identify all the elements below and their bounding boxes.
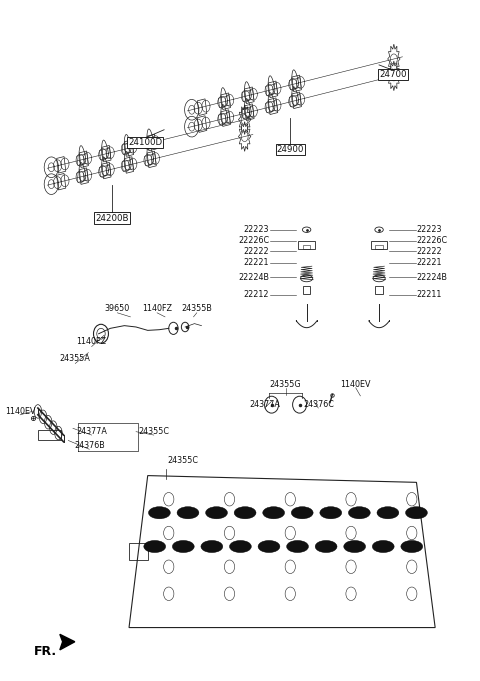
Text: 24200B: 24200B (95, 214, 129, 223)
Ellipse shape (205, 507, 228, 519)
Text: 24376B: 24376B (74, 441, 105, 450)
Text: 22226C: 22226C (417, 236, 447, 245)
Text: 24355B: 24355B (181, 304, 212, 313)
Text: 22223: 22223 (417, 225, 442, 234)
Text: 22222: 22222 (417, 247, 442, 256)
Ellipse shape (320, 507, 342, 519)
Ellipse shape (348, 507, 370, 519)
Ellipse shape (372, 541, 394, 552)
Text: 24900: 24900 (276, 144, 304, 154)
Text: 22221: 22221 (417, 258, 442, 268)
Ellipse shape (406, 507, 427, 519)
Ellipse shape (401, 541, 423, 552)
Text: 24355C: 24355C (138, 427, 169, 437)
Text: 1140EV: 1140EV (340, 380, 371, 389)
Ellipse shape (263, 507, 285, 519)
Text: 24100D: 24100D (128, 138, 162, 147)
Ellipse shape (172, 541, 194, 552)
Text: 1140EV: 1140EV (5, 407, 36, 416)
Ellipse shape (315, 541, 337, 552)
Ellipse shape (234, 507, 256, 519)
Text: 24377A: 24377A (76, 427, 107, 437)
Text: 22223: 22223 (244, 225, 269, 234)
Ellipse shape (177, 507, 199, 519)
Text: 22222: 22222 (244, 247, 269, 256)
Ellipse shape (287, 541, 309, 552)
Ellipse shape (258, 541, 280, 552)
Text: 22221: 22221 (244, 258, 269, 268)
Text: 24377A: 24377A (249, 400, 280, 409)
Polygon shape (60, 634, 75, 650)
Text: 22224B: 22224B (417, 272, 447, 281)
Bar (375, 244, 383, 249)
Ellipse shape (148, 507, 170, 519)
Text: 1140FZ: 1140FZ (142, 304, 172, 313)
Text: 39650: 39650 (105, 304, 130, 313)
Text: 24355G: 24355G (270, 380, 301, 389)
Ellipse shape (201, 541, 223, 552)
Bar (303, 244, 311, 249)
Text: 24355A: 24355A (60, 354, 91, 363)
Ellipse shape (144, 541, 166, 552)
Text: FR.: FR. (34, 645, 57, 658)
Text: 24376C: 24376C (303, 400, 334, 409)
Bar (303, 286, 311, 294)
Bar (298, 240, 315, 249)
Text: 22226C: 22226C (238, 236, 269, 245)
Text: 24700: 24700 (379, 70, 407, 79)
Text: 24355C: 24355C (168, 456, 199, 465)
Bar (371, 240, 387, 249)
Ellipse shape (377, 507, 399, 519)
Text: 22224B: 22224B (238, 272, 269, 281)
Ellipse shape (291, 507, 313, 519)
Bar (375, 286, 383, 294)
Text: 22212: 22212 (244, 290, 269, 299)
Ellipse shape (344, 541, 366, 552)
Text: 22211: 22211 (417, 290, 442, 299)
Ellipse shape (229, 541, 252, 552)
Text: 1140FZ: 1140FZ (77, 337, 107, 347)
